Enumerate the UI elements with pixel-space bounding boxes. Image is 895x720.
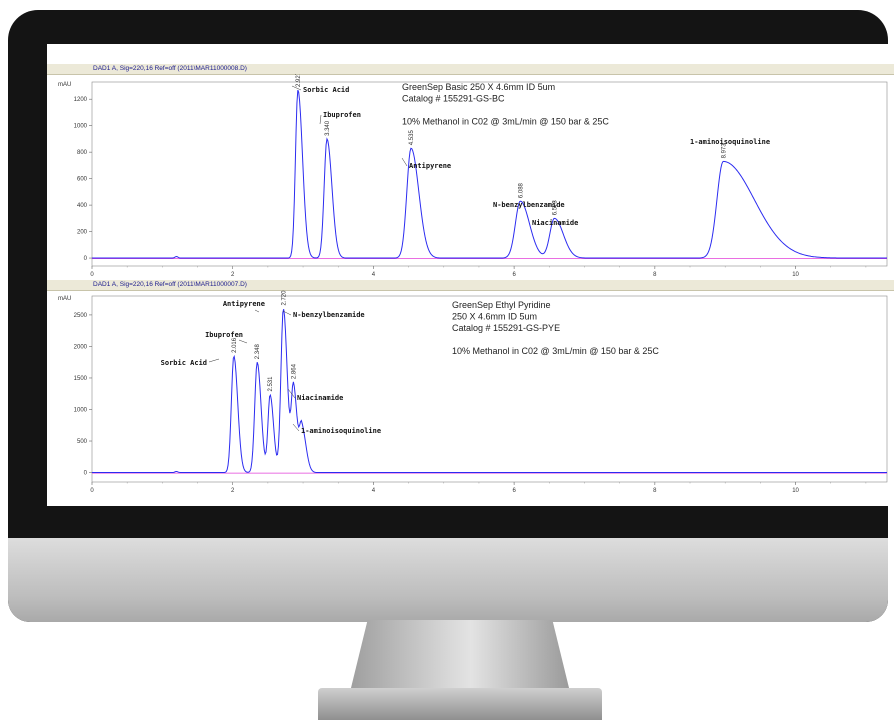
peak-leader-line	[401, 157, 408, 167]
chromatogram-plot-top: mAU 0 200 400 600 800 1000 1200 0 2 4 6 8 10 2.927 3.34…	[58, 74, 888, 278]
x-tick-label: 4	[372, 272, 376, 278]
peak-leader-line	[254, 309, 260, 313]
x-tick-label: 2	[231, 272, 235, 278]
x-tick-label: 10	[792, 488, 799, 494]
retention-time-label: 2.348	[255, 344, 261, 360]
signal-label-bar: DAD1 A, Sig=220,16 Ref=off (2011\MAR1100…	[47, 64, 894, 75]
y-tick-label: 500	[77, 439, 88, 445]
y-tick-label: 0	[84, 256, 88, 262]
plot-frame	[91, 295, 888, 483]
peak-label: N-benzylbenzamide	[293, 311, 365, 319]
peak-label: Niacinamide	[297, 394, 343, 402]
y-tick-label: 200	[77, 230, 88, 236]
peak-label: Antipyrene	[409, 162, 451, 170]
peak-leader-line	[282, 310, 292, 316]
monitor-stand-neck	[350, 620, 570, 692]
monitor-stand-base	[318, 688, 602, 720]
peak-leader-line	[287, 388, 296, 399]
peak-label: Niacinamide	[532, 219, 578, 227]
retention-time-label: 2.720	[281, 290, 287, 306]
retention-time-label: 2.531	[268, 376, 274, 392]
x-tick-label: 6	[512, 272, 516, 278]
y-axis-label: mAU	[58, 296, 71, 302]
method-annotation: 250 X 4.6mm ID 5um	[452, 312, 537, 322]
method-annotation: 10% Methanol in C02 @ 3mL/min @ 150 bar …	[402, 117, 609, 127]
method-annotation: GreenSep Ethyl Pyridine	[452, 300, 551, 310]
peak-label: N-benzylbenzamide	[493, 201, 565, 209]
x-tick-label: 8	[653, 488, 657, 494]
y-tick-label: 1000	[74, 407, 88, 413]
x-tick-label: 4	[372, 488, 376, 494]
y-tick-label: 1200	[74, 97, 88, 103]
method-annotation: 10% Methanol in C02 @ 3mL/min @ 150 bar …	[452, 346, 659, 356]
retention-time-label: 6.088	[518, 182, 524, 198]
x-tick-label: 2	[231, 488, 235, 494]
x-tick-label: 8	[653, 272, 657, 278]
method-annotation: GreenSep Basic 250 X 4.6mm ID 5um	[402, 82, 555, 92]
peak-label: Ibuprofen	[323, 111, 361, 119]
retention-time-label: 6.573	[552, 200, 558, 216]
chromatogram-panel-bottom: DAD1 A, Sig=220,16 Ref=off (2011\MAR1100…	[47, 280, 894, 505]
peak-label: 1-aminoisoquinoline	[690, 138, 770, 146]
x-tick-label: 10	[792, 272, 799, 278]
retention-time-label: 8.973	[721, 143, 727, 159]
peak-label: Antipyrene	[223, 300, 265, 308]
peak-label: Sorbic Acid	[303, 86, 349, 94]
monitor-chin	[8, 538, 888, 622]
x-tick-label: 0	[90, 488, 94, 494]
y-tick-label: 2500	[74, 313, 88, 319]
chromatogram-trace	[92, 309, 887, 474]
y-tick-label: 1500	[74, 376, 88, 382]
retention-time-label: 2.927	[296, 74, 302, 87]
peak-leader-line	[291, 85, 302, 91]
x-tick-label: 6	[512, 488, 516, 494]
peak-label: 1-aminoisoquinoline	[301, 427, 381, 435]
plot-frame	[91, 81, 888, 267]
y-tick-label: 400	[77, 203, 88, 209]
peak-label: Sorbic Acid	[161, 359, 207, 367]
retention-time-label: 2.864	[291, 363, 297, 379]
peak-leader-line	[319, 114, 322, 125]
signal-label-bar: DAD1 A, Sig=220,16 Ref=off (2011\MAR1100…	[47, 280, 894, 291]
y-tick-label: 800	[77, 150, 88, 156]
peak-leader-line	[208, 358, 220, 363]
monitor-screen: DAD1 A, Sig=220,16 Ref=off (2011\MAR1100…	[47, 44, 894, 506]
y-axis-label: mAU	[58, 82, 71, 88]
method-annotation: Catalog # 155291-GS-PYE	[452, 323, 560, 333]
retention-time-label: 4.535	[409, 130, 415, 146]
y-tick-label: 1000	[74, 124, 88, 130]
peak-leader-line	[292, 423, 300, 432]
chromatogram-panel-top: DAD1 A, Sig=220,16 Ref=off (2011\MAR1100…	[47, 64, 894, 289]
retention-time-label: 2.016	[232, 337, 238, 353]
method-annotation: Catalog # 155291-GS-BC	[402, 94, 505, 104]
chromatogram-trace	[92, 89, 887, 259]
peak-leader-line	[238, 339, 248, 344]
retention-time-label: 3.340	[325, 120, 331, 136]
peak-label: Ibuprofen	[205, 331, 243, 339]
x-tick-label: 0	[90, 272, 94, 278]
y-tick-label: 0	[84, 471, 88, 477]
chromatogram-plot-bottom: mAU 0 500 1000 1500 2000 2500 0 2 4 6 8 10 2.016 2.348…	[58, 290, 888, 494]
y-tick-label: 600	[77, 177, 88, 183]
y-tick-label: 2000	[74, 344, 88, 350]
